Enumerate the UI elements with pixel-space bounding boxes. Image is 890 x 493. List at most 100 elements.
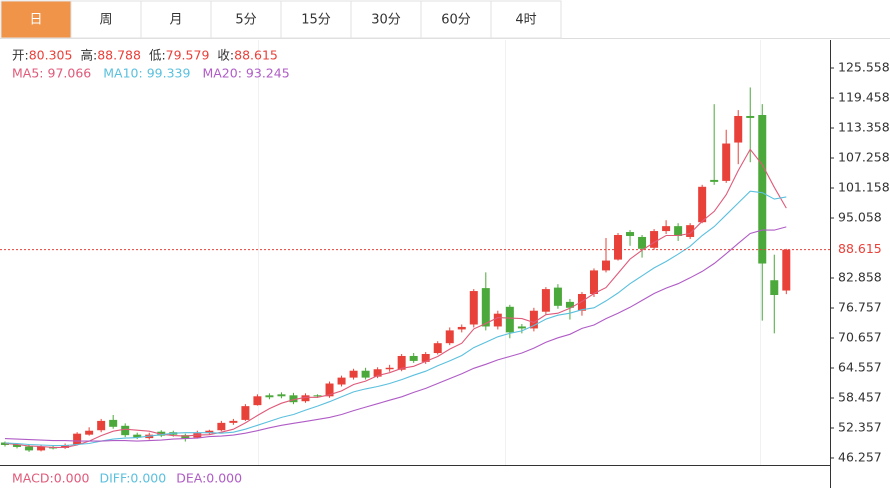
last-price-box: [832, 240, 888, 259]
ohlc-value: 79.579: [166, 48, 210, 63]
candle-body: [746, 115, 755, 118]
ma-label: MA10:: [103, 66, 142, 81]
tab[interactable]: [280, 0, 352, 39]
candle-body: [409, 355, 418, 361]
candle-body: [541, 289, 550, 312]
ma-value: 99.339: [147, 66, 191, 81]
candle-body: [589, 270, 598, 295]
candle-body: [638, 236, 647, 249]
tab-label[interactable]: 4时: [515, 13, 536, 28]
tab-label[interactable]: 周: [99, 13, 112, 28]
tab-label[interactable]: 30分: [371, 13, 401, 28]
candle-body: [626, 232, 635, 236]
candle-body: [205, 430, 214, 434]
candle-body: [734, 115, 743, 143]
y-tick-label: 76.757: [838, 299, 882, 314]
candle-body: [265, 395, 274, 398]
tab-label[interactable]: 15分: [301, 13, 331, 28]
y-tick-label: 58.457: [838, 389, 882, 404]
candle-body: [710, 179, 719, 182]
candle-body: [361, 370, 370, 378]
y-tick-label: 52.357: [838, 419, 882, 434]
candle-body: [325, 383, 334, 397]
candle-body: [85, 430, 94, 435]
candle-body: [13, 444, 22, 447]
tab-label[interactable]: 60分: [441, 13, 471, 28]
candle-body: [602, 260, 610, 271]
candle-body: [686, 225, 695, 237]
candle-body: [241, 406, 250, 420]
candle-body: [650, 231, 659, 248]
tab-bar: 日 周 月 5分 15分 30分 60分 4时: [0, 0, 562, 39]
ohlc-value: 88.615: [234, 48, 278, 63]
tab[interactable]: [350, 0, 422, 39]
tab[interactable]: [420, 0, 492, 39]
candle-body: [722, 143, 731, 181]
candle-body: [662, 226, 671, 232]
y-tick-label: 101.158: [838, 179, 890, 194]
y-tick-label: 82.858: [838, 269, 882, 284]
tab-label[interactable]: 5分: [235, 13, 256, 28]
candle-body: [770, 280, 779, 295]
tab[interactable]: [140, 0, 212, 39]
ma-label: MA5:: [12, 66, 44, 81]
candle-body: [397, 355, 406, 370]
candle-body: [493, 313, 502, 327]
candle-body: [758, 114, 767, 264]
tab-label[interactable]: 日: [29, 13, 42, 28]
tab[interactable]: [70, 0, 142, 39]
indicator-label: DIFF:: [99, 471, 130, 486]
ma-line: [4, 226, 787, 442]
ma-label: MA20:: [202, 66, 241, 81]
candle-body: [253, 396, 262, 406]
indicator-value: 0.000: [130, 471, 166, 486]
y-tick-label: 125.558: [838, 59, 890, 74]
tab[interactable]: [210, 0, 282, 39]
header: 开: 80.305 高: 88.788 低: 79.579 收: 88.615 MA5: 97.0…: [12, 48, 290, 486]
candle-body: [217, 422, 226, 431]
candle-body: [229, 420, 238, 423]
candle-body: [385, 367, 394, 370]
candle-body: [421, 354, 430, 362]
candle-body: [529, 310, 538, 329]
tab[interactable]: [490, 0, 562, 39]
last-price-label: 88.615: [838, 241, 882, 256]
y-tick-label: 64.557: [838, 359, 882, 374]
candle-body: [133, 434, 142, 438]
candle-body: [457, 326, 466, 330]
candle-body: [505, 306, 514, 333]
y-tick-label: 113.358: [838, 119, 890, 134]
ohlc-label: 高:: [80, 48, 97, 63]
candle-body: [445, 330, 454, 344]
candle-body: [97, 420, 106, 431]
candle-body: [517, 326, 526, 329]
candle-body: [553, 287, 562, 306]
candle-body: [301, 395, 310, 402]
candle-body: [782, 249, 791, 291]
ma-line: [4, 148, 787, 448]
candle-body: [109, 419, 118, 427]
candle-body: [37, 446, 46, 451]
candle-body: [349, 370, 358, 378]
ma-value: 93.245: [246, 66, 290, 81]
candle-body: [277, 394, 286, 397]
y-tick-label: 107.258: [838, 149, 890, 164]
plot: 88.615: [0, 87, 888, 452]
candle-body: [121, 425, 130, 436]
indicator-label: DEA:: [176, 471, 206, 486]
indicator-value: 0.000: [54, 471, 90, 486]
ohlc-label: 开:: [12, 48, 29, 63]
candle-body: [373, 369, 382, 377]
candle-body: [565, 301, 574, 308]
ohlc-value: 88.788: [97, 48, 141, 63]
ohlc-label: 低:: [149, 48, 166, 63]
candle-body: [313, 395, 322, 397]
tab-label[interactable]: 月: [169, 13, 182, 28]
candle-body: [25, 446, 34, 451]
candle-body: [674, 226, 683, 236]
ma-line: [4, 190, 787, 447]
ohlc-label: 收:: [217, 48, 234, 63]
